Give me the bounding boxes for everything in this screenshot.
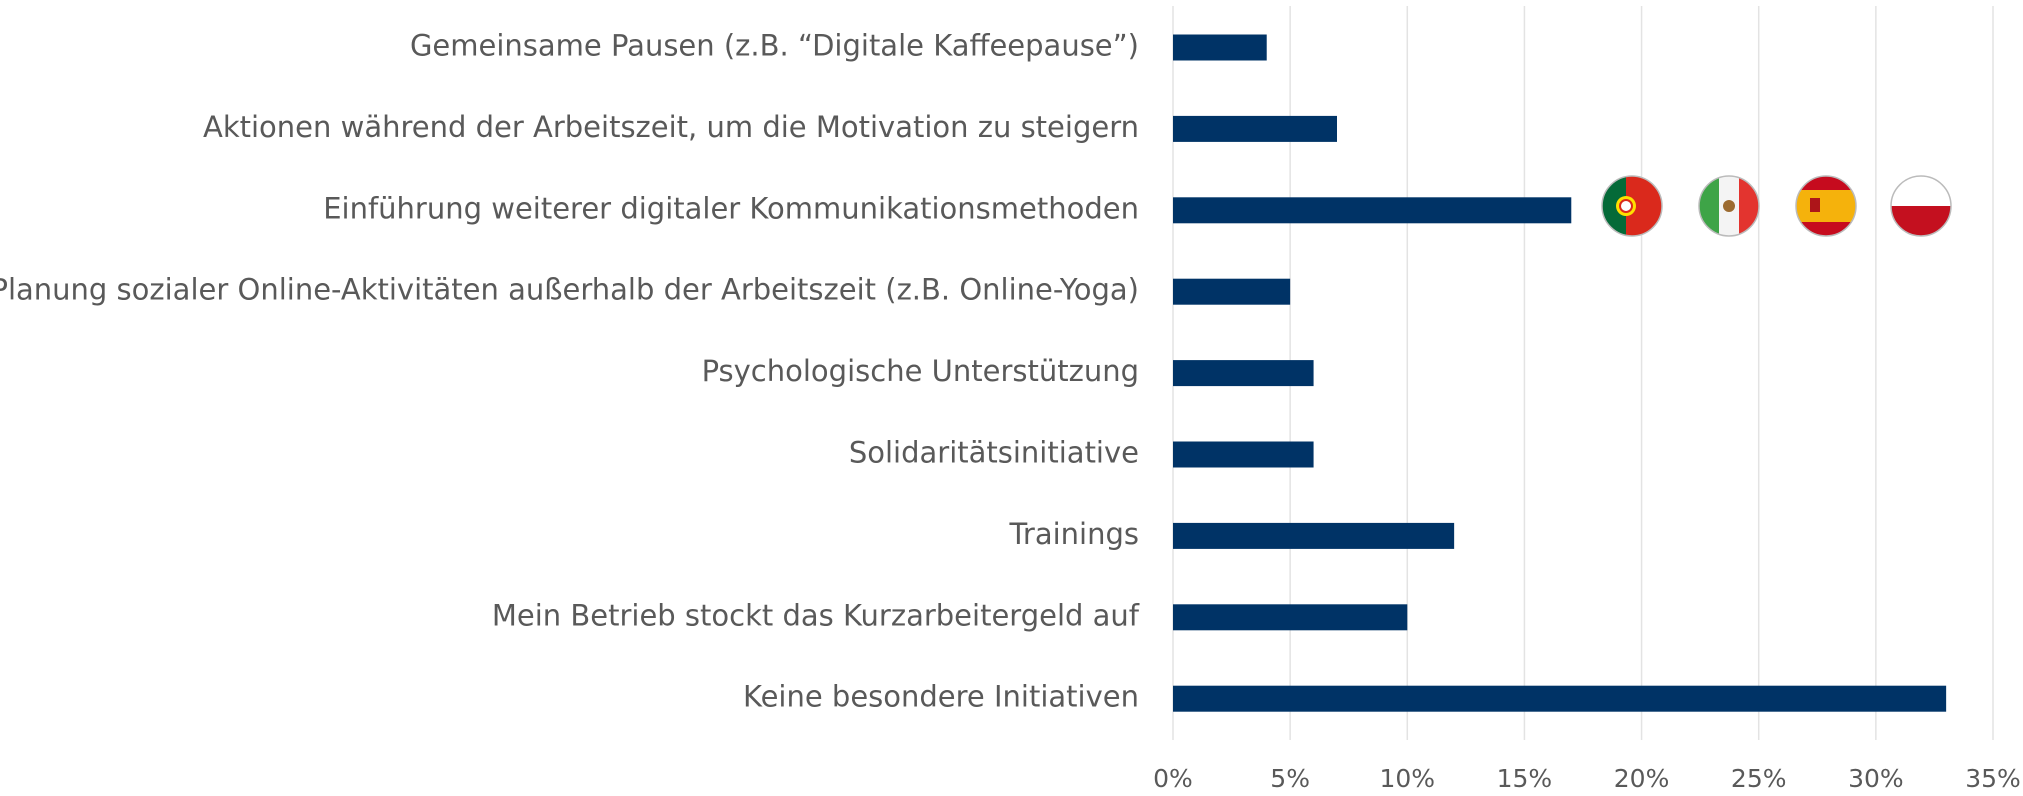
category-label: Psychologische Unterstützung: [702, 354, 1139, 388]
flag-portugal: [1602, 176, 1662, 236]
x-tick-label: 15%: [1497, 764, 1553, 793]
x-tick-label: 30%: [1848, 764, 1904, 793]
category-label: Keine besondere Initiativen: [743, 680, 1139, 714]
category-label: Trainings: [1008, 517, 1139, 551]
bar: [1173, 522, 1455, 549]
x-tick-label: 25%: [1731, 764, 1787, 793]
bar: [1173, 685, 1947, 712]
bar: [1173, 441, 1314, 468]
x-tick-label: 20%: [1614, 764, 1670, 793]
x-tick-label: 5%: [1270, 764, 1310, 793]
category-label: Gemeinsame Pausen (z.B. “Digitale Kaffee…: [410, 29, 1139, 63]
x-tick-label: 35%: [1965, 764, 2021, 793]
category-label: Mein Betrieb stockt das Kurzarbeitergeld…: [492, 598, 1140, 632]
flag-poland: [1891, 176, 1951, 236]
category-label: Planung sozialer Online-Aktivitäten auße…: [0, 273, 1139, 307]
bar: [1173, 278, 1291, 305]
bar: [1173, 115, 1337, 142]
bar: [1173, 360, 1314, 387]
flag-mexico: [1699, 176, 1759, 236]
category-label: Einführung weiterer digitaler Kommunikat…: [323, 191, 1139, 225]
category-label: Solidaritätsinitiative: [849, 436, 1139, 470]
x-tick-label: 0%: [1153, 764, 1193, 793]
bar: [1173, 604, 1408, 631]
category-label: Aktionen während der Arbeitszeit, um die…: [203, 110, 1139, 144]
bar: [1173, 34, 1267, 61]
flag-spain: [1796, 176, 1856, 236]
flags: [1601, 175, 1952, 237]
x-tick-label: 10%: [1379, 764, 1435, 793]
bar: [1173, 197, 1572, 224]
